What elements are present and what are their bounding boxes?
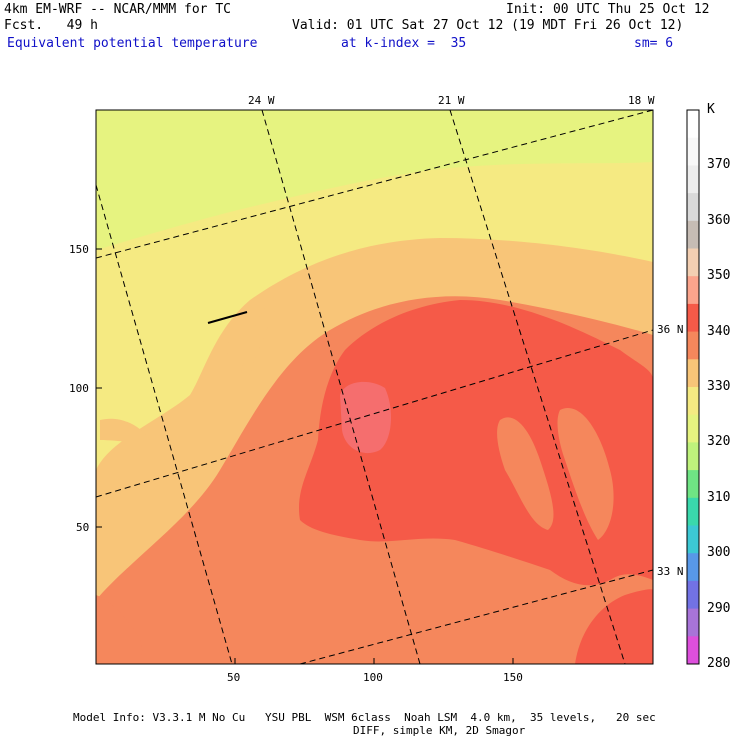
dry-intrusion-1: [497, 417, 554, 530]
parallel-line-2: [96, 329, 653, 498]
colorbar-swatch: [687, 580, 699, 610]
level-label: at k-index = 35: [341, 36, 467, 51]
colorbar-swatch: [687, 470, 699, 499]
colorbar-label: 330: [707, 379, 731, 394]
meridian-line-3: [449, 110, 626, 664]
meridian-line-2: [261, 110, 421, 664]
colorbar-swatch: [687, 220, 699, 249]
colorbar-swatch: [687, 248, 699, 277]
diffusion-info: DIFF, simple KM, 2D Smagor: [353, 724, 526, 737]
smoothing-label: sm= 6: [634, 36, 674, 51]
latitude-label: 33 N: [657, 565, 684, 578]
contour-core: [340, 381, 392, 454]
theta-e-field: [96, 110, 653, 664]
latitude-label: 36 N: [657, 323, 684, 336]
field-name: Equivalent potential temperature: [7, 36, 258, 51]
colorbar-frame: [686, 109, 700, 665]
model-title: 4km EM-WRF -- NCAR/MMM for TC: [4, 2, 231, 17]
colorbar-swatch: [687, 137, 699, 166]
dry-intrusion-2: [557, 408, 614, 540]
y-tick-label: 50: [76, 521, 90, 534]
valid-time: Valid: 01 UTC Sat 27 Oct 12 (19 MDT Fri …: [292, 18, 684, 33]
parallel-line-1: [96, 110, 653, 259]
streak-3: [100, 418, 150, 443]
colorbar-swatch: [687, 331, 699, 360]
init-time: Init: 00 UTC Thu 25 Oct 12: [506, 2, 710, 17]
colorbar-label: 300: [707, 545, 731, 561]
colorbar-swatch: [687, 387, 699, 416]
colorbar-swatch: [687, 442, 699, 471]
colorbar-swatch: [687, 276, 699, 305]
colorbar-label: 370: [707, 157, 731, 173]
x-tick-label: 150: [503, 671, 523, 684]
contour-340-se: [575, 589, 653, 664]
axis-ticks: [96, 248, 514, 664]
forecast-hour: Fcst. 49 h: [4, 18, 98, 33]
contour-335-sw: [96, 595, 143, 664]
colorbar-swatch: [687, 193, 699, 222]
colorbar-label: 290: [707, 600, 731, 616]
x-tick-label: 100: [363, 671, 383, 684]
colorbar-label: 310: [707, 489, 731, 505]
contour-340-345: [299, 300, 653, 586]
streak-1: [200, 334, 229, 430]
colorbar-label: 340: [707, 323, 731, 339]
latlon-grid: [96, 110, 653, 664]
colorbar: [686, 109, 700, 665]
colorbar-swatch: [687, 497, 699, 526]
colorbar-swatch: [687, 553, 699, 582]
colorbar-swatch: [687, 636, 699, 665]
colorbar-swatch: [687, 110, 699, 139]
longitude-label: 24 W: [248, 94, 275, 107]
longitude-label: 21 W: [438, 94, 465, 107]
longitude-label: 18 W: [628, 94, 655, 107]
colorbar-label: 360: [707, 212, 731, 228]
colorbar-label: 320: [707, 434, 731, 450]
colorbar-swatch: [687, 165, 699, 194]
colorbar-swatch: [687, 525, 699, 554]
colorbar-label: 280: [707, 656, 731, 671]
colorbar-swatch: [687, 608, 699, 637]
y-tick-label: 100: [69, 382, 89, 395]
colorbar-swatch: [687, 414, 699, 443]
colorbar-label: 350: [707, 268, 731, 284]
x-tick-label: 50: [227, 671, 241, 684]
streak-2: [240, 299, 276, 388]
parallel-line-3: [299, 569, 653, 664]
meridian-line-1: [96, 184, 233, 664]
colorbar-swatch: [687, 303, 699, 333]
y-tick-label: 150: [69, 243, 89, 256]
wind-barb: [207, 311, 248, 324]
model-info: Model Info: V3.3.1 M No Cu YSU PBL WSM 6…: [73, 711, 656, 724]
colorbar-swatch: [687, 359, 699, 388]
colorbar-unit: K: [707, 102, 715, 117]
